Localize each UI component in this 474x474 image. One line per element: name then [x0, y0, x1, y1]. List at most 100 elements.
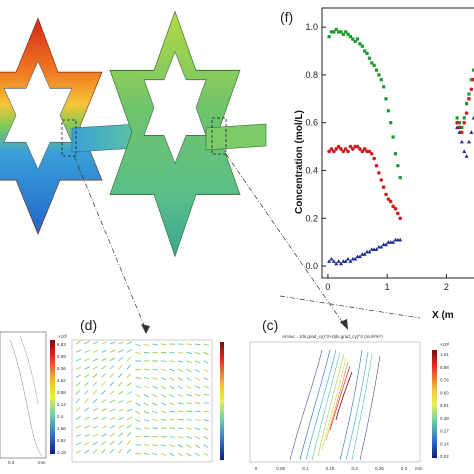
data-point-green	[355, 37, 360, 41]
data-point-green	[370, 61, 374, 65]
data-point-red	[384, 192, 388, 197]
vector-arrow	[101, 448, 106, 454]
colorbar-tick-left: 6.83	[57, 342, 66, 347]
vector-arrow	[109, 448, 115, 454]
vector-arrow	[143, 377, 150, 380]
vector-arrow	[203, 351, 209, 355]
vector-arrow	[118, 381, 123, 387]
data-point-blue	[348, 259, 353, 263]
vector-arrow	[160, 368, 167, 372]
vector-arrow	[118, 424, 124, 429]
data-point-green	[332, 30, 336, 34]
data-point-green	[358, 42, 362, 46]
vector-arrow	[135, 393, 141, 398]
vector-arrow	[203, 444, 209, 449]
colorbar-tick-left: 0.18	[57, 450, 66, 455]
xtick-label-c: 0.2	[352, 466, 359, 471]
vector-arrow	[126, 382, 132, 387]
panel-label-f: (f)	[280, 9, 293, 25]
vector-arrow	[84, 434, 90, 437]
vector-arrow	[143, 385, 150, 389]
vector-arrow	[203, 343, 209, 346]
vector-arrow	[75, 450, 81, 454]
vector-arrow	[126, 341, 133, 345]
data-point-green	[457, 121, 462, 125]
vector-arrow	[135, 343, 141, 347]
vector-arrow	[101, 390, 106, 395]
vector-arrow	[203, 377, 209, 381]
vector-arrow	[177, 444, 184, 448]
vector-arrow	[84, 349, 90, 353]
data-point-green	[353, 39, 357, 44]
colorbar-tick-left: 3.88	[57, 390, 66, 395]
vector-arrow	[186, 385, 192, 389]
vector-arrow	[203, 368, 209, 373]
vector-arrow	[126, 373, 132, 378]
vector-arrow	[177, 360, 184, 363]
data-point-red	[388, 199, 393, 204]
vector-arrow	[92, 449, 98, 454]
data-point-green	[464, 101, 469, 106]
vector-arrow	[92, 390, 98, 395]
data-point-green	[374, 68, 379, 72]
data-point-blue	[374, 247, 379, 251]
vector-arrow	[92, 381, 98, 387]
vector-arrow	[92, 398, 98, 404]
data-point-red	[360, 149, 365, 154]
guide-line-c	[225, 153, 346, 327]
unit-left: mm	[38, 460, 46, 465]
data-point-blue	[327, 259, 332, 263]
vector-arrow	[177, 377, 183, 381]
vector-arrow	[84, 425, 90, 429]
vector-arrow	[194, 393, 201, 396]
vector-arrow	[101, 433, 107, 437]
data-point-green	[396, 164, 400, 168]
vector-arrow	[194, 368, 200, 373]
vector-arrow	[75, 374, 82, 378]
data-point-green	[384, 97, 388, 101]
vector-arrow	[152, 444, 158, 447]
vector-arrow	[84, 407, 90, 412]
vector-arrow	[177, 427, 184, 430]
data-point-red	[372, 156, 376, 161]
data-point-red	[462, 120, 467, 125]
ytick-label-f: 0.8	[305, 70, 318, 80]
hexagram-right	[109, 10, 241, 258]
data-point-blue	[346, 256, 351, 261]
vector-arrow	[152, 419, 158, 422]
vector-arrow	[101, 408, 107, 412]
vector-arrow	[126, 408, 133, 412]
vector-arrow	[169, 368, 175, 372]
data-point-blue	[466, 139, 471, 144]
data-point-green	[363, 49, 367, 53]
vector-arrow	[194, 351, 201, 355]
vector-arrow	[160, 410, 167, 414]
vector-arrow	[101, 350, 107, 353]
vector-arrow	[118, 440, 123, 446]
vector-arrow	[75, 340, 81, 345]
data-point-red	[332, 149, 336, 154]
vector-arrow	[84, 358, 90, 362]
data-point-blue	[334, 261, 339, 266]
data-point-red	[393, 206, 398, 211]
xtick-label-f: 0	[325, 282, 330, 292]
vector-arrow	[186, 377, 192, 381]
vector-arrow	[101, 381, 106, 387]
vector-arrow	[160, 419, 167, 421]
vector-arrow	[84, 381, 89, 387]
vector-arrow	[152, 452, 158, 456]
vector-arrow	[92, 407, 98, 412]
data-point-green	[469, 78, 473, 82]
data-point-blue	[391, 240, 396, 244]
vector-arrow	[152, 343, 158, 346]
outlet-bar	[205, 123, 267, 151]
vector-arrow	[186, 444, 192, 448]
colorbar-c	[432, 350, 437, 458]
vector-arrow	[160, 360, 167, 362]
colorbar-tick-c: 0.88	[440, 365, 449, 370]
data-point-red	[343, 147, 348, 151]
vector-arrow	[194, 444, 200, 449]
vector-arrow	[135, 402, 141, 407]
hexagram-left	[0, 17, 103, 235]
data-point-red	[329, 147, 334, 151]
